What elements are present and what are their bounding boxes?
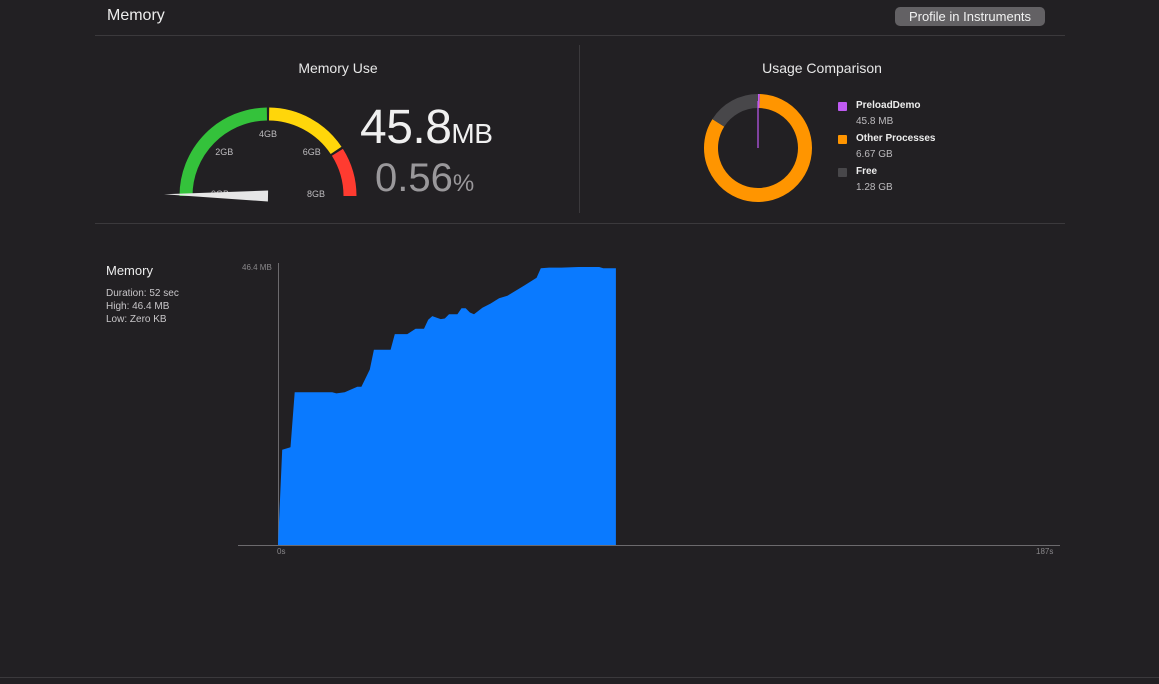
- bottom-divider: [0, 677, 1159, 678]
- gauge-segment-high: [331, 148, 357, 197]
- memory-usage-chart: 46.4 MB 0s 187s: [238, 263, 1060, 556]
- page-title: Memory: [107, 7, 165, 24]
- usage-comparison-title: Usage Comparison: [762, 60, 882, 76]
- profile-in-instruments-button[interactable]: Profile in Instruments: [895, 7, 1045, 26]
- legend-swatch-free: [838, 168, 847, 177]
- legend-name: Free: [856, 166, 878, 177]
- memory-graph-title: Memory: [106, 263, 153, 278]
- low-text: Low: Zero KB: [106, 314, 167, 325]
- memory-percent-number: 0.56: [375, 156, 453, 200]
- memory-area-series: [278, 267, 616, 545]
- usage-donut-chart: [704, 93, 812, 202]
- gauge-label-4gb: 4GB: [259, 129, 277, 139]
- header-divider: [95, 35, 1065, 36]
- legend-value: 45.8 MB: [856, 116, 894, 127]
- memory-percent: 0.56%: [375, 156, 474, 201]
- section-divider: [579, 45, 580, 213]
- memory-value-unit: MB: [451, 118, 493, 149]
- gauge-label-2gb: 2GB: [215, 147, 233, 157]
- legend-value: 1.28 GB: [856, 182, 893, 193]
- summary-divider: [95, 223, 1065, 224]
- gauge-segment-low: [179, 107, 268, 197]
- legend-value: 6.67 GB: [856, 149, 893, 160]
- memory-gauge: 0GB 2GB 4GB 6GB 8GB: [164, 107, 357, 202]
- x-start-label: 0s: [277, 547, 285, 556]
- x-end-label: 187s: [1036, 547, 1053, 556]
- gauge-label-8gb: 8GB: [307, 189, 325, 199]
- memory-value: 45.8MB: [360, 100, 493, 155]
- memory-percent-unit: %: [452, 170, 475, 197]
- donut-slice-other-processes: [704, 94, 812, 202]
- legend-swatch-preloaddemo: [838, 102, 847, 111]
- memory-use-title: Memory Use: [298, 60, 378, 76]
- legend-swatch-other-processes: [838, 135, 847, 144]
- high-text: High: 46.4 MB: [106, 301, 170, 312]
- legend-name: PreloadDemo: [856, 100, 921, 111]
- gauge-segment-medium: [268, 107, 342, 155]
- duration-text: Duration: 52 sec: [106, 288, 179, 299]
- gauge-label-6gb: 6GB: [303, 147, 321, 157]
- donut-slice-free: [712, 94, 759, 127]
- memory-value-number: 45.8: [360, 101, 452, 154]
- gauge-needle: [164, 190, 269, 202]
- legend-name: Other Processes: [856, 133, 936, 144]
- memory-stats: Duration: 52 sec High: 46.4 MB Low: Zero…: [106, 287, 179, 326]
- y-max-label: 46.4 MB: [242, 263, 272, 272]
